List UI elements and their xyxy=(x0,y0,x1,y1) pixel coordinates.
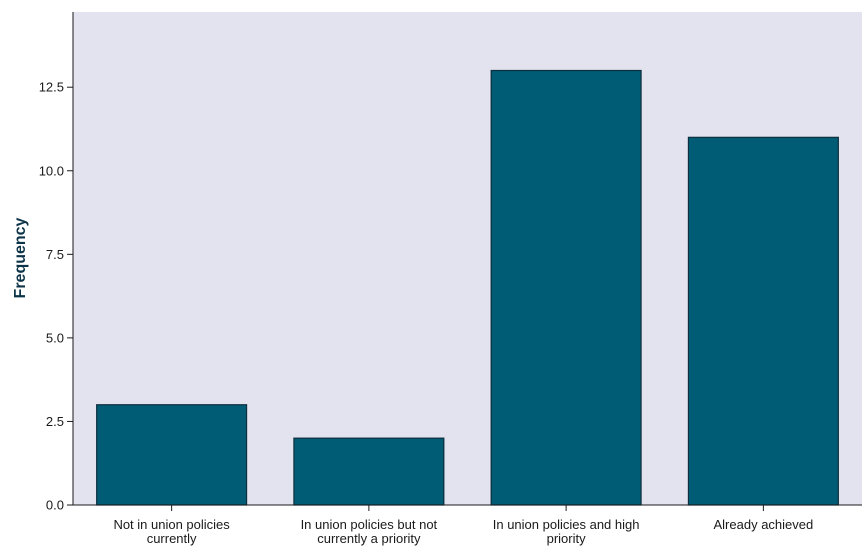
x-tick-label: Not in union policies currently xyxy=(113,517,230,546)
x-axis-labels: Not in union policies currently In union p… xyxy=(113,505,813,546)
y-tick-label: 7.5 xyxy=(46,247,64,262)
y-tick-label: 0.0 xyxy=(46,498,64,513)
y-tick-label: 2.5 xyxy=(46,414,64,429)
x-tick-label-line: Not in union policies xyxy=(113,517,230,532)
x-tick-label-line: Already achieved xyxy=(714,517,814,532)
bar xyxy=(490,69,642,506)
x-tick-label: In union policies and high priority xyxy=(493,517,640,546)
x-tick-label-line: In union policies and high xyxy=(493,517,640,532)
x-tick-label: Already achieved xyxy=(714,517,814,532)
x-tick-label: In union policies but not currently a pri… xyxy=(301,517,438,546)
x-tick-label-line: currently xyxy=(147,531,197,546)
x-tick-label-line: In union policies but not xyxy=(301,517,438,532)
bars xyxy=(96,69,839,506)
y-tick-label: 5.0 xyxy=(46,330,64,345)
x-tick-label-line: priority xyxy=(547,531,587,546)
bar xyxy=(96,404,248,506)
x-tick-label-line: currently a priority xyxy=(317,531,421,546)
y-axis-title: Frequency xyxy=(12,217,29,298)
y-tick-label: 10.0 xyxy=(39,163,64,178)
bar xyxy=(687,136,839,506)
y-tick-label: 12.5 xyxy=(39,80,64,95)
y-axis-ticks: 0.0 2.5 5.0 7.5 10.0 12.5 xyxy=(39,80,73,513)
bar xyxy=(293,437,445,506)
